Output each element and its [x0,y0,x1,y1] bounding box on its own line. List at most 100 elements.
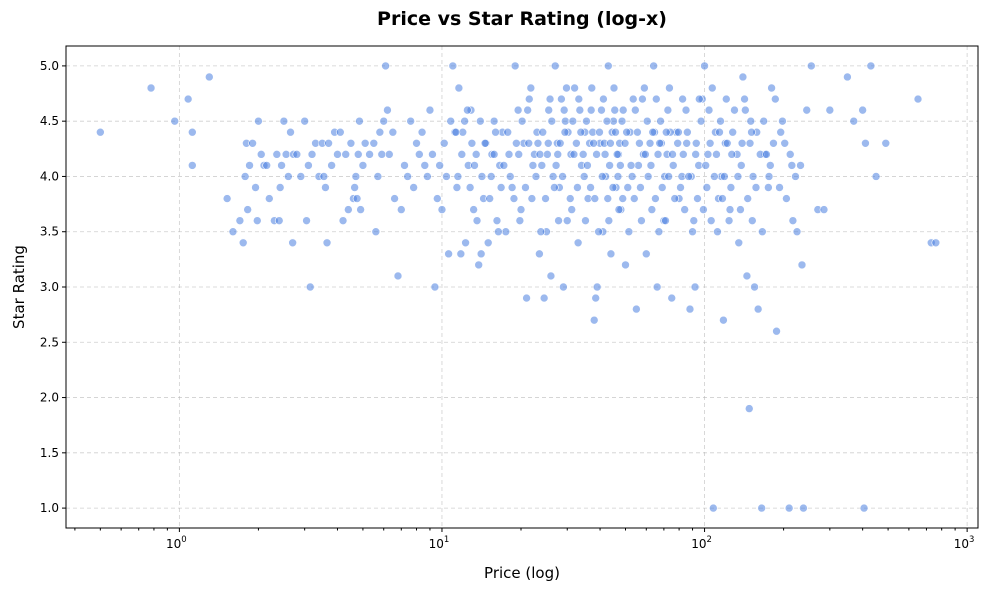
data-point [188,127,197,137]
data-point [791,172,800,181]
data-point [245,161,254,170]
data-point [715,127,724,137]
y-tick-label: 1.0 [40,501,59,515]
data-point [344,205,353,214]
data-point [718,194,727,203]
data-point [628,94,638,104]
data-point [742,271,752,281]
y-tick-label: 3.5 [40,225,59,239]
data-point [758,227,767,237]
data-point [654,227,664,237]
data-point [442,172,451,181]
data-point [716,116,725,126]
data-point [403,172,412,181]
data-point [240,172,250,181]
data-point [736,205,745,214]
data-point [496,183,506,192]
data-point [486,172,496,181]
data-point [559,282,568,292]
data-point [582,116,591,126]
data-point [636,183,645,192]
data-point [471,150,481,159]
data-point [170,116,180,126]
data-point [614,205,624,214]
data-point [740,94,749,104]
data-point [748,172,758,181]
data-point [858,105,867,115]
data-point [524,138,534,148]
data-point [377,150,387,159]
data-point [567,205,577,214]
x-tick-label: 100 [166,535,187,551]
data-point [782,194,791,203]
data-point [544,105,554,115]
data-point [688,227,697,237]
data-point [690,282,700,292]
data-point [452,183,462,192]
data-point [613,172,623,181]
data-point [507,183,517,192]
data-point [553,150,563,159]
data-point [737,138,747,148]
data-point [743,194,753,203]
data-point [324,138,333,148]
data-point [243,205,252,214]
data-point [747,216,757,225]
data-point [476,116,485,126]
data-point [384,150,394,159]
y-tick-label: 3.0 [40,280,59,294]
data-point [560,127,570,137]
y-tick-label: 2.5 [40,335,59,349]
data-point [453,172,463,181]
data-point [775,183,784,192]
data-point [866,61,876,71]
data-point [274,216,284,225]
data-point [262,161,271,170]
data-point [510,61,520,71]
data-point [547,116,557,126]
data-point [476,249,486,259]
data-point [751,183,761,192]
data-point [327,161,336,170]
data-points [96,61,941,513]
data-point [369,138,379,148]
data-point [604,216,614,225]
data-point [771,94,780,104]
data-point [661,127,671,137]
data-point [605,161,614,170]
data-point [764,172,774,181]
data-point [358,161,368,170]
data-point [412,138,421,148]
data-point [753,304,763,314]
data-point [861,138,870,148]
data-point [517,116,527,126]
data-point [586,183,595,192]
data-point [423,172,432,181]
x-tick-label: 101 [429,535,450,551]
data-point [719,315,728,325]
data-point [350,183,359,192]
data-point [683,127,692,137]
data-point [499,161,509,170]
data-point [538,127,548,137]
data-point [183,94,193,104]
data-point [396,205,406,214]
data-point [624,227,634,237]
data-point [637,216,646,225]
data-point [570,83,579,93]
data-point [609,83,619,93]
data-point [322,238,332,248]
data-point [541,194,550,203]
data-point [536,227,546,237]
data-point [681,105,691,115]
y-tick-label: 4.0 [40,169,59,183]
data-point [704,105,714,115]
data-point [583,161,592,170]
data-point [235,216,245,225]
data-point [784,503,794,513]
data-point [292,150,302,159]
data-point [288,238,297,248]
data-point [665,83,674,93]
data-point [352,194,362,203]
data-point [587,83,597,93]
